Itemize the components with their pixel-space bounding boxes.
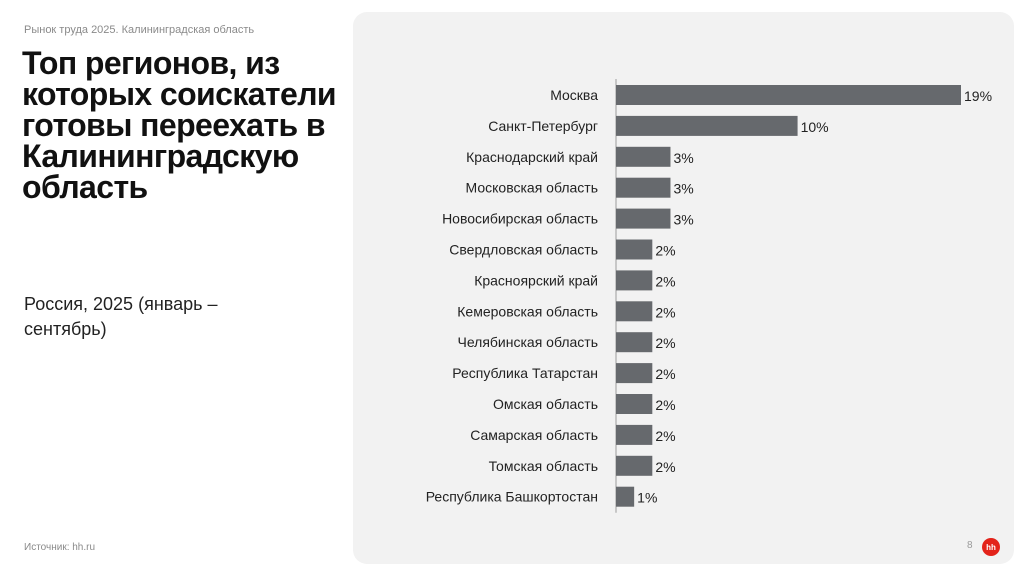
page-number: 8 bbox=[967, 540, 973, 551]
value-label: 10% bbox=[801, 119, 829, 135]
bar bbox=[616, 301, 653, 322]
value-label: 2% bbox=[655, 243, 675, 259]
bar bbox=[616, 424, 653, 445]
category-label: Москва bbox=[550, 87, 598, 103]
category-label: Московская область bbox=[466, 180, 598, 196]
value-label: 2% bbox=[655, 397, 675, 413]
hh-logo: hh bbox=[982, 538, 1000, 556]
category-label: Республика Татарстан bbox=[452, 365, 598, 381]
category-label: Кемеровская область bbox=[457, 303, 598, 319]
value-label: 2% bbox=[655, 304, 675, 320]
chart-subtitle: Россия, 2025 (январь – сентябрь) bbox=[24, 294, 218, 339]
category-label: Челябинская область bbox=[458, 334, 599, 350]
category-label: Новосибирская область bbox=[442, 211, 598, 227]
category-label: Санкт-Петербург bbox=[488, 118, 598, 134]
bar bbox=[616, 177, 671, 198]
bar bbox=[616, 486, 635, 507]
value-label: 1% bbox=[637, 490, 657, 506]
page-title: Топ регионов, из которых соискатели гото… bbox=[22, 45, 337, 205]
category-label: Самарская область bbox=[470, 427, 598, 443]
bar bbox=[616, 394, 653, 414]
category-label: Республика Башкортостан bbox=[426, 489, 598, 505]
category-label: Красноярский край bbox=[474, 272, 598, 288]
bar bbox=[616, 115, 798, 136]
category-label: Омская область bbox=[493, 396, 598, 412]
value-label: 2% bbox=[655, 428, 675, 444]
value-label: 2% bbox=[655, 273, 675, 289]
source-note: Источник: hh.ru bbox=[24, 542, 96, 553]
value-label: 2% bbox=[655, 366, 675, 382]
value-label: 3% bbox=[673, 212, 693, 228]
category-label: Томская область bbox=[489, 458, 598, 474]
category-label: Краснодарский край bbox=[466, 149, 598, 165]
value-label: 3% bbox=[673, 150, 693, 166]
bar bbox=[616, 239, 653, 260]
bar bbox=[616, 332, 653, 353]
bar bbox=[616, 208, 671, 229]
bar bbox=[616, 455, 653, 476]
bar bbox=[616, 363, 653, 384]
value-label: 2% bbox=[655, 459, 675, 475]
bar bbox=[616, 85, 961, 105]
value-label: 2% bbox=[655, 335, 675, 351]
bar bbox=[616, 270, 653, 291]
bar bbox=[616, 146, 671, 167]
value-label: 3% bbox=[673, 181, 693, 197]
category-label: Свердловская область bbox=[449, 242, 598, 258]
value-label: 19% bbox=[964, 88, 992, 104]
breadcrumb: Рынок труда 2025. Калининградская област… bbox=[24, 24, 255, 36]
